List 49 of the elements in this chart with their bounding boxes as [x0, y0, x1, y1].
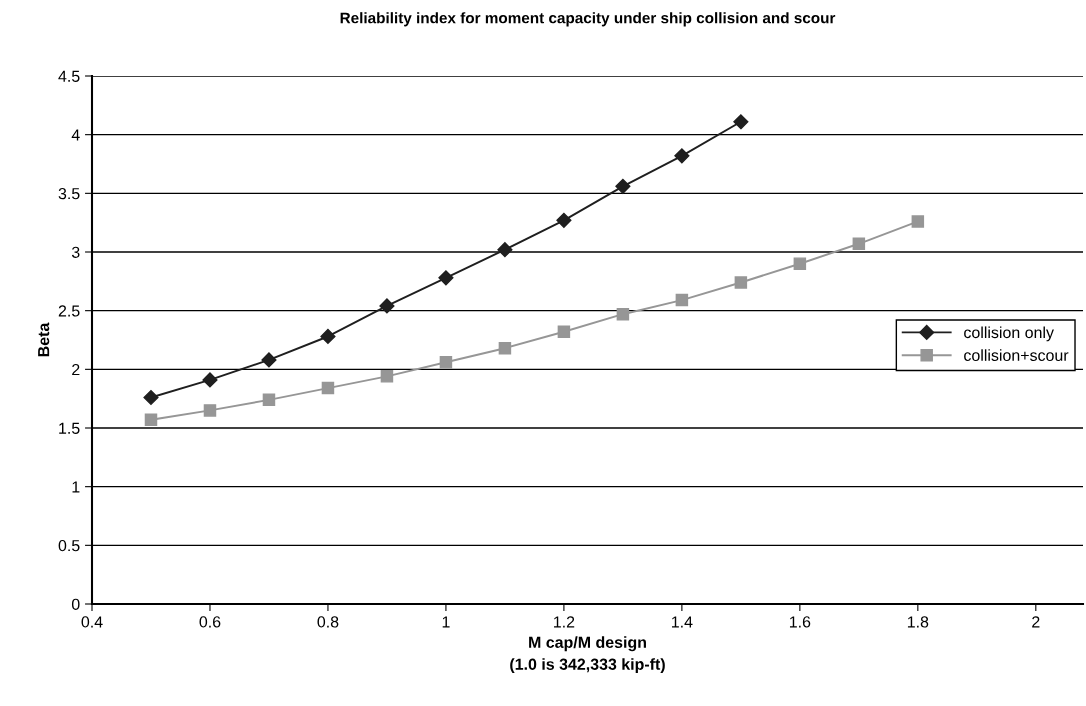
y-tick-label: 1.5 — [59, 422, 80, 434]
point — [320, 328, 336, 345]
point — [497, 242, 513, 258]
x-tick-label: 1 — [442, 616, 450, 628]
point — [438, 270, 454, 286]
point — [615, 178, 631, 194]
x-tick-label: 0.4 — [81, 616, 103, 628]
legend-label: collision only — [964, 326, 1054, 342]
point — [734, 276, 748, 289]
point — [616, 307, 630, 321]
point — [498, 341, 512, 355]
point — [379, 298, 395, 314]
x-tick-label: 1.4 — [672, 616, 693, 628]
point — [911, 215, 925, 228]
point — [203, 404, 217, 417]
y-tick-label: 4 — [71, 129, 80, 141]
y-tick-label: 3 — [71, 246, 80, 258]
x-tick-label: 1.6 — [789, 616, 811, 628]
point — [852, 237, 866, 251]
y-tick-label: 1 — [72, 481, 80, 493]
point — [143, 389, 159, 406]
point — [439, 356, 453, 369]
point — [144, 413, 158, 427]
y-tick-label: 0.5 — [58, 539, 80, 552]
point — [557, 325, 571, 339]
point — [793, 257, 807, 270]
point — [262, 393, 276, 407]
point — [674, 148, 690, 164]
y-axis-title: Beta — [38, 322, 50, 357]
y-tick-label: 4.5 — [58, 70, 80, 82]
y-tick-label: 2 — [72, 363, 80, 376]
y-tick-label: 3.5 — [58, 187, 80, 200]
y-tick-label: 0 — [71, 598, 80, 610]
x-tick-label: 0.6 — [199, 616, 221, 628]
legend-label: collision+scour — [964, 349, 1069, 362]
x-tick-label: 1.8 — [907, 616, 929, 628]
x-tick-label: 2 — [1032, 616, 1040, 628]
x-tick-label: 1.2 — [554, 616, 575, 628]
x-axis-title: M cap/M design (1.0 is 342,333 kip-ft) — [510, 636, 665, 674]
point — [202, 372, 218, 388]
y-tick-label: 2.5 — [58, 305, 80, 317]
point — [321, 381, 335, 395]
point — [556, 212, 572, 228]
x-tick-label: 0.8 — [317, 616, 339, 628]
point — [261, 352, 277, 368]
point — [675, 293, 689, 307]
point — [380, 370, 394, 383]
chart-title: Reliability index for moment capacity under ship collision and scour — [340, 12, 836, 27]
point — [733, 114, 749, 130]
